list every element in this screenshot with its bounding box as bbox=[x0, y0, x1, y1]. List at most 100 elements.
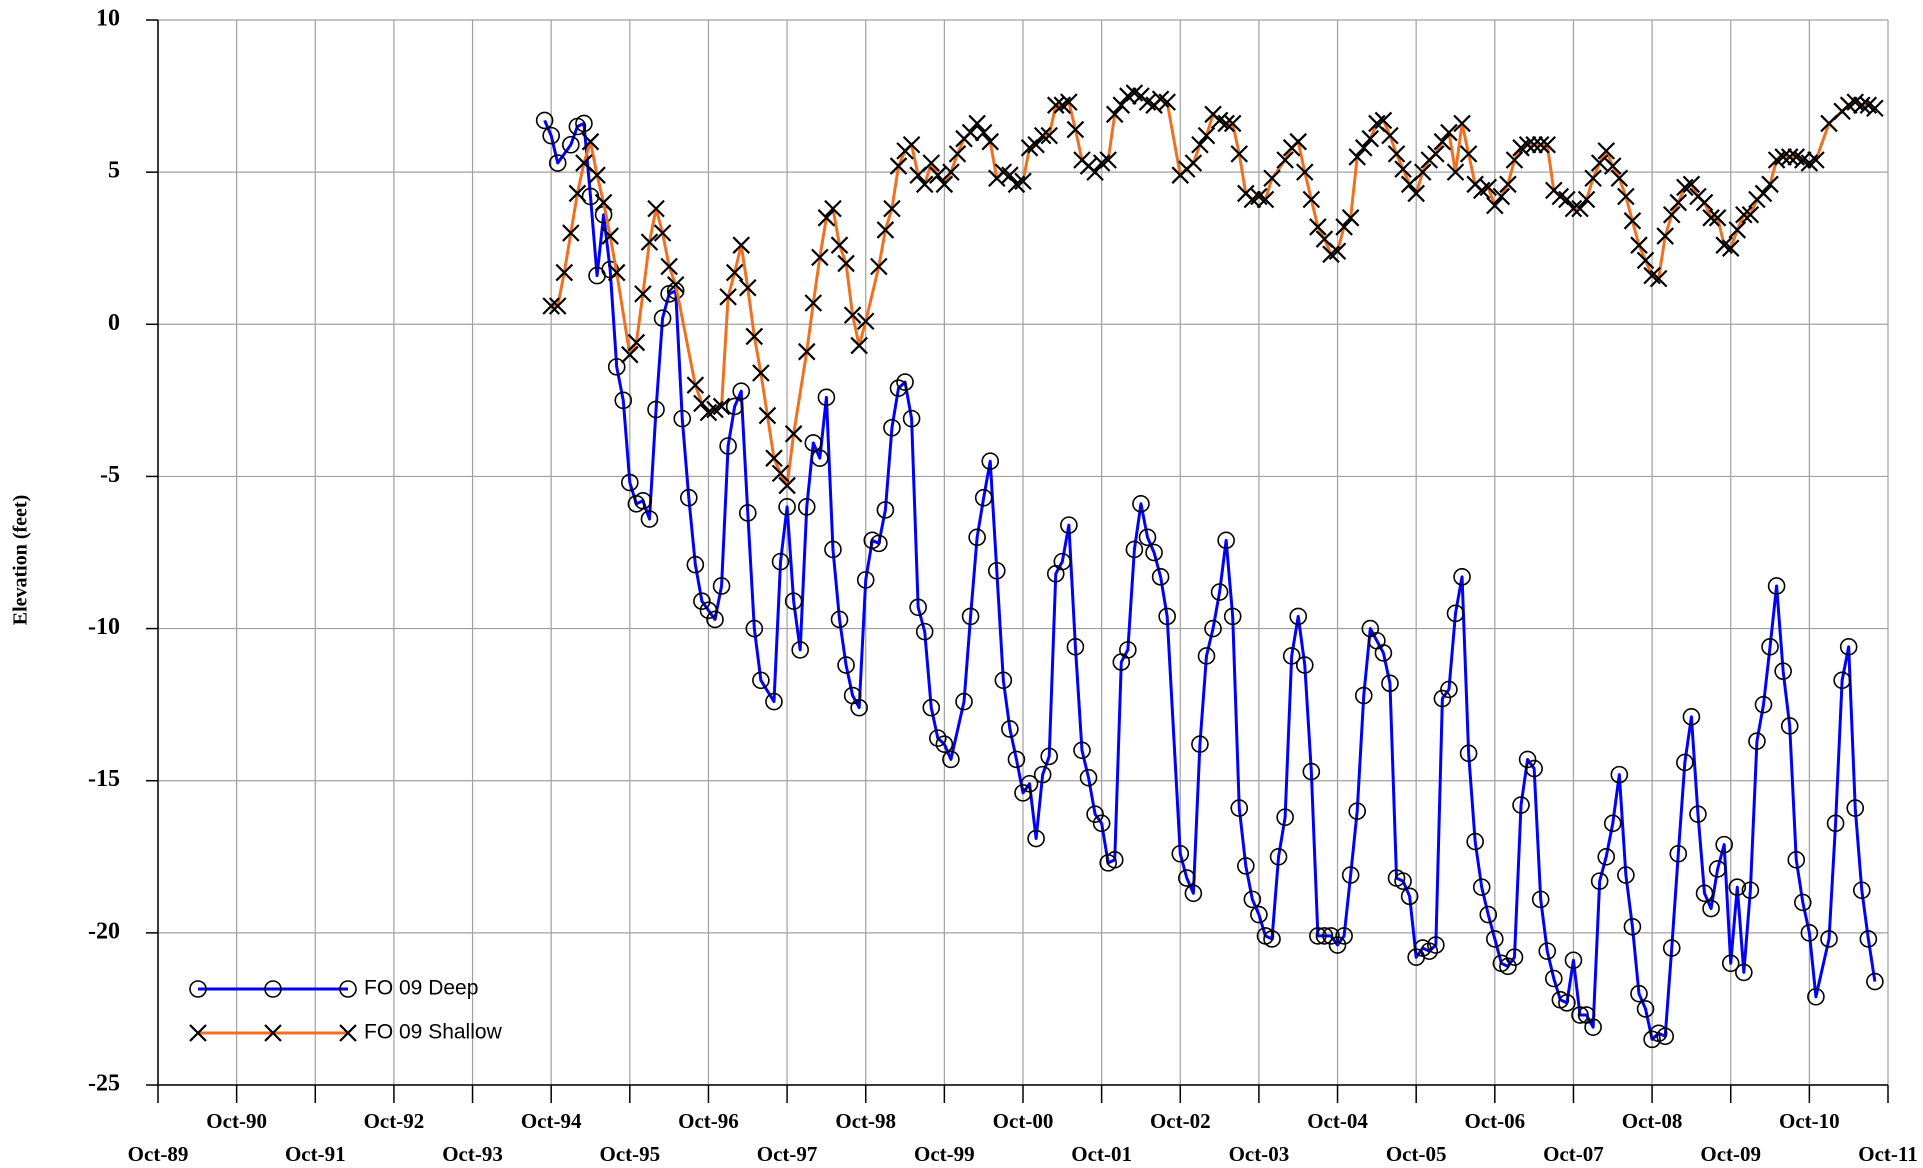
x-tick-label: Oct-05 bbox=[1386, 1142, 1447, 1166]
marker bbox=[1099, 151, 1117, 169]
marker bbox=[1525, 135, 1543, 154]
marker bbox=[627, 333, 646, 352]
marker bbox=[1623, 917, 1642, 936]
marker bbox=[1676, 178, 1694, 197]
marker bbox=[607, 358, 626, 376]
marker bbox=[1571, 199, 1589, 218]
marker bbox=[1472, 181, 1491, 200]
marker bbox=[811, 449, 829, 467]
marker bbox=[968, 528, 986, 547]
x-tick-label: Oct-91 bbox=[285, 1142, 346, 1166]
marker bbox=[1852, 881, 1871, 900]
marker bbox=[784, 425, 803, 443]
marker bbox=[1453, 568, 1471, 586]
marker bbox=[555, 263, 574, 282]
x-tick-label: Oct-94 bbox=[521, 1109, 582, 1133]
marker bbox=[1105, 851, 1124, 869]
marker bbox=[640, 510, 659, 528]
x-tick-label: Oct-97 bbox=[757, 1142, 818, 1166]
marker bbox=[811, 248, 829, 267]
marker bbox=[1119, 87, 1137, 105]
marker bbox=[1427, 936, 1445, 954]
marker bbox=[1354, 139, 1373, 157]
marker bbox=[575, 114, 593, 133]
marker bbox=[1564, 951, 1583, 970]
marker bbox=[942, 163, 960, 181]
marker bbox=[883, 418, 901, 437]
legend: FO 09 Deep FO 09 Shallow bbox=[189, 977, 503, 1044]
marker bbox=[1348, 802, 1367, 820]
marker bbox=[601, 260, 619, 279]
marker bbox=[607, 263, 626, 282]
marker bbox=[1269, 847, 1288, 866]
marker bbox=[1263, 169, 1281, 188]
marker bbox=[1610, 765, 1629, 784]
marker bbox=[856, 571, 875, 589]
marker bbox=[961, 123, 980, 142]
marker bbox=[1263, 930, 1281, 948]
marker bbox=[817, 209, 836, 227]
marker bbox=[1741, 881, 1760, 900]
marker bbox=[883, 199, 901, 218]
marker bbox=[1210, 111, 1229, 130]
marker bbox=[1145, 543, 1163, 562]
marker bbox=[1381, 674, 1399, 693]
marker bbox=[1335, 218, 1353, 236]
marker bbox=[856, 312, 875, 331]
marker bbox=[1794, 893, 1812, 912]
marker bbox=[1774, 662, 1792, 680]
marker bbox=[640, 233, 659, 251]
marker bbox=[1603, 157, 1622, 175]
marker bbox=[1754, 695, 1773, 714]
marker bbox=[1400, 887, 1419, 906]
marker bbox=[1866, 99, 1884, 118]
marker bbox=[1826, 814, 1845, 833]
marker bbox=[1531, 135, 1550, 154]
marker bbox=[1590, 872, 1609, 890]
marker bbox=[1636, 251, 1655, 270]
marker bbox=[1079, 768, 1098, 787]
marker bbox=[974, 488, 993, 507]
marker bbox=[974, 123, 993, 142]
marker bbox=[1780, 148, 1799, 166]
marker bbox=[1787, 851, 1806, 869]
marker bbox=[614, 391, 633, 410]
marker bbox=[1341, 866, 1360, 884]
marker bbox=[594, 193, 613, 212]
marker bbox=[915, 622, 934, 641]
marker bbox=[1617, 866, 1635, 884]
marker bbox=[1138, 93, 1157, 111]
marker bbox=[968, 114, 986, 133]
marker bbox=[1243, 190, 1262, 209]
marker bbox=[1296, 163, 1314, 181]
marker bbox=[1053, 552, 1072, 571]
legend-marker bbox=[264, 980, 282, 998]
marker bbox=[621, 473, 639, 492]
x-tick-label: Oct-11 bbox=[1858, 1142, 1917, 1166]
marker bbox=[1014, 784, 1032, 802]
marker bbox=[1322, 927, 1340, 945]
marker bbox=[824, 199, 842, 218]
marker bbox=[1505, 948, 1524, 967]
marker bbox=[1040, 747, 1059, 766]
marker bbox=[1184, 154, 1203, 172]
marker bbox=[1184, 884, 1203, 903]
marker bbox=[1492, 187, 1511, 206]
marker bbox=[1446, 604, 1465, 623]
marker bbox=[765, 449, 783, 467]
marker bbox=[929, 729, 947, 747]
marker bbox=[1066, 638, 1085, 656]
marker bbox=[712, 397, 731, 416]
marker bbox=[588, 166, 606, 184]
marker bbox=[1761, 638, 1779, 656]
marker bbox=[542, 126, 560, 145]
marker bbox=[1289, 132, 1308, 151]
marker bbox=[647, 199, 665, 218]
marker bbox=[804, 434, 823, 452]
marker bbox=[1728, 221, 1747, 239]
marker bbox=[1839, 638, 1858, 656]
marker bbox=[1584, 1018, 1602, 1036]
marker bbox=[1794, 151, 1812, 169]
marker bbox=[1610, 169, 1629, 188]
y-tick-label: 10 bbox=[96, 6, 120, 32]
